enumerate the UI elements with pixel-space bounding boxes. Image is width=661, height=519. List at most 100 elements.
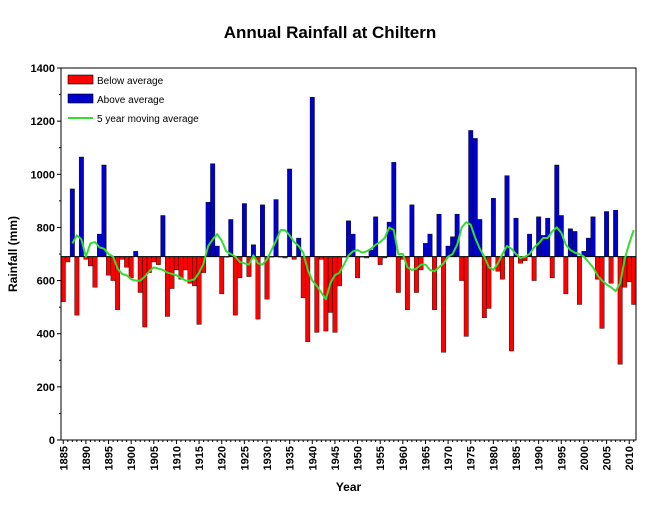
bar-1973 (459, 256, 465, 281)
moving-average-line (71, 221, 635, 301)
bar-1965 (423, 243, 428, 257)
bar-1900 (128, 256, 134, 279)
bar-1910 (174, 256, 179, 271)
bar-1982 (500, 256, 505, 280)
x-tick-label-1940: 1940 (307, 446, 319, 470)
bar-1920 (219, 256, 225, 295)
bar-1950 (355, 256, 360, 279)
moving-average-layer (71, 221, 635, 301)
x-axis: 1885 1890 1895 1900 1905 1910 1915 1920 1925 1930… (58, 440, 636, 470)
bar-1938 (300, 256, 306, 299)
bar-1892 (92, 256, 98, 288)
bar-1966 (427, 233, 433, 257)
bar-1993 (549, 256, 555, 279)
x-tick-label-1955: 1955 (375, 446, 387, 470)
x-tick-label-1930: 1930 (262, 446, 274, 470)
bar-1996 (563, 256, 569, 295)
bar-1941 (314, 256, 320, 333)
bar-1983 (504, 175, 510, 257)
bar-1908 (164, 256, 170, 317)
x-tick-label-1980: 1980 (488, 446, 500, 470)
x-tick-label-1990: 1990 (534, 446, 546, 470)
x-tick-label-1915: 1915 (194, 446, 206, 470)
x-tick-label-1885: 1885 (58, 446, 70, 470)
x-tick-label-1900: 1900 (126, 446, 138, 470)
bar-1969 (441, 256, 446, 353)
legend-label-0: Below average (97, 76, 164, 87)
legend: Below average Above average 5 year moving … (67, 74, 199, 125)
y-tick-label-0: 0 (49, 435, 55, 447)
bar-2011 (631, 256, 637, 305)
x-tick-label-1905: 1905 (149, 446, 161, 470)
x-tick-label-1975: 1975 (466, 446, 478, 470)
bar-1968 (436, 213, 442, 257)
bar-2010 (626, 256, 632, 283)
bar-1975 (468, 130, 474, 257)
bar-2001 (586, 237, 591, 257)
x-tick-label-2010: 2010 (624, 446, 636, 470)
bar-1922 (228, 219, 234, 257)
bar-1964 (418, 256, 424, 271)
bar-1997 (567, 228, 573, 257)
bar-1984 (509, 256, 514, 352)
bar-1885 (60, 256, 66, 303)
bar-1906 (155, 256, 161, 265)
bar-1912 (183, 256, 188, 271)
bar-1948 (346, 220, 351, 257)
bar-1919 (214, 245, 220, 257)
bar-1923 (232, 256, 238, 316)
y-tick-label-400: 400 (37, 329, 55, 341)
bar-1928 (255, 256, 261, 320)
y-tick-label-1200: 1200 (31, 116, 55, 128)
bar-1894 (101, 164, 107, 257)
x-tick-label-1965: 1965 (420, 446, 432, 470)
chart-title: Annual Rainfall at Chiltern (224, 23, 437, 42)
bar-1914 (192, 256, 197, 287)
bar-1901 (133, 251, 139, 257)
bar-1925 (241, 203, 247, 257)
bar-1915 (196, 256, 202, 325)
bar-1891 (88, 256, 93, 267)
y-tick-label-1400: 1400 (31, 63, 55, 75)
bar-2002 (590, 216, 596, 257)
legend-label-2: 5 year moving average (97, 114, 199, 125)
bar-1886 (65, 256, 71, 263)
bar-1989 (531, 256, 537, 281)
bar-1978 (481, 256, 487, 318)
bar-1899 (124, 256, 130, 268)
bar-1929 (260, 204, 265, 257)
bar-1954 (373, 216, 379, 257)
bar-2004 (599, 256, 605, 329)
bar-1932 (273, 199, 279, 257)
x-tick-label-1925: 1925 (239, 446, 251, 470)
y-tick-label-200: 200 (37, 382, 55, 394)
legend-label-1: Above average (97, 95, 165, 106)
x-tick-label-1920: 1920 (217, 446, 229, 470)
x-tick-label-2005: 2005 (602, 446, 614, 470)
x-tick-label-1890: 1890 (81, 446, 93, 470)
bar-1935 (287, 168, 293, 257)
x-tick-label-1895: 1895 (104, 446, 116, 470)
y-axis-title: Rainfall (mm) (6, 216, 20, 292)
bar-1895 (106, 256, 111, 276)
y-tick-label-800: 800 (37, 222, 55, 234)
legend-swatch-0 (67, 74, 94, 85)
y-tick-label-600: 600 (37, 276, 55, 288)
bar-1905 (151, 256, 157, 263)
bar-1940 (309, 97, 315, 257)
x-tick-label-1995: 1995 (556, 446, 568, 470)
x-tick-label-1910: 1910 (171, 446, 183, 470)
x-tick-label-1985: 1985 (511, 446, 523, 470)
x-axis-title: Year (336, 480, 362, 494)
bar-1907 (160, 215, 166, 257)
x-tick-label-1960: 1960 (398, 446, 410, 470)
x-tick-label-2000: 2000 (579, 446, 591, 470)
bars-layer (60, 97, 637, 365)
bar-1953 (368, 249, 374, 257)
bar-1994 (554, 164, 560, 257)
bar-1955 (377, 256, 383, 265)
bar-1902 (137, 256, 143, 293)
bar-1930 (264, 256, 270, 300)
